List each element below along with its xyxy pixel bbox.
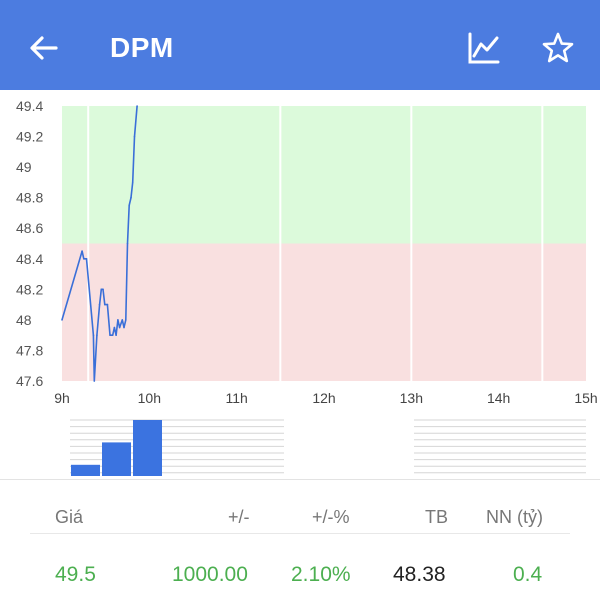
- y-tick-label: 49: [16, 159, 32, 175]
- price-point: [113, 326, 116, 329]
- x-tick-label: 11h: [226, 390, 248, 406]
- x-tick-label: 12h: [312, 390, 335, 406]
- volume-bar: [71, 464, 100, 476]
- price-point: [123, 326, 125, 329]
- x-tick-label: 10h: [138, 390, 161, 406]
- intraday-price-chart: 49.4 49.2 49 48.8 48.6 48.4 48.2 48 47.8 47.6 9h 10…: [16, 98, 598, 406]
- line-chart-icon[interactable]: [466, 30, 502, 66]
- price-point: [61, 319, 63, 321]
- x-tick-label: 9h: [54, 390, 70, 406]
- y-tick-label: 48.2: [16, 281, 43, 297]
- header-price: Giá: [55, 507, 84, 527]
- value-average: 48.38: [393, 563, 446, 586]
- y-tick-label: 48: [16, 312, 32, 328]
- app-bar: DPM: [0, 0, 600, 90]
- volume-bar: [102, 442, 131, 476]
- volume-bar: [133, 420, 162, 476]
- price-point: [133, 135, 136, 138]
- price-point: [117, 319, 119, 321]
- price-point: [96, 334, 98, 336]
- price-point: [102, 288, 104, 291]
- y-tick-label: 47.6: [16, 373, 43, 389]
- x-tick-label: 14h: [487, 390, 510, 406]
- price-point: [81, 250, 83, 252]
- x-tick-label: 15h: [574, 390, 597, 406]
- value-foreign: 0.4: [513, 563, 543, 586]
- price-point: [126, 242, 129, 245]
- price-point: [93, 380, 96, 382]
- price-point: [106, 303, 109, 306]
- price-point: [83, 257, 85, 260]
- star-outline-icon[interactable]: [540, 30, 576, 66]
- intraday-volume-chart: [70, 419, 586, 476]
- y-tick-label: 49.2: [16, 129, 43, 145]
- header-change: +/-: [228, 507, 250, 527]
- price-point: [85, 257, 88, 260]
- x-tick-label: 13h: [400, 390, 423, 406]
- y-tick-label: 47.8: [16, 342, 43, 358]
- header-change-percent: +/-%: [312, 507, 350, 527]
- price-point: [118, 326, 121, 329]
- price-point: [100, 288, 103, 291]
- page-title: DPM: [110, 32, 174, 63]
- below-reference-zone: [62, 243, 586, 381]
- value-change-percent: 2.10%: [291, 563, 351, 586]
- arrow-left-icon[interactable]: [26, 30, 62, 66]
- price-point: [124, 319, 127, 321]
- value-change: 1000.00: [172, 563, 248, 586]
- price-point: [111, 334, 114, 336]
- header-foreign: NN (tỷ): [486, 507, 543, 527]
- y-tick-label: 48.8: [16, 190, 43, 206]
- price-point: [103, 303, 106, 306]
- header-average: TB: [425, 507, 449, 527]
- price-point: [109, 334, 111, 336]
- price-point: [115, 334, 117, 336]
- value-price: 49.5: [55, 563, 96, 586]
- price-point: [130, 196, 132, 199]
- price-point: [136, 105, 138, 107]
- y-tick-label: 48.4: [16, 251, 43, 267]
- price-point: [121, 319, 124, 321]
- price-point: [92, 334, 95, 336]
- divider: [0, 479, 600, 480]
- price-point: [98, 303, 101, 306]
- price-point: [128, 204, 131, 207]
- above-reference-zone: [62, 106, 586, 244]
- y-tick-label: 49.4: [16, 98, 43, 114]
- quote-summary: Giá +/- +/-% TB NN (tỷ) 49.5 1000.00 2.1…: [0, 480, 600, 600]
- row-divider: [30, 533, 570, 534]
- y-tick-label: 48.6: [16, 220, 43, 236]
- price-point: [131, 181, 134, 184]
